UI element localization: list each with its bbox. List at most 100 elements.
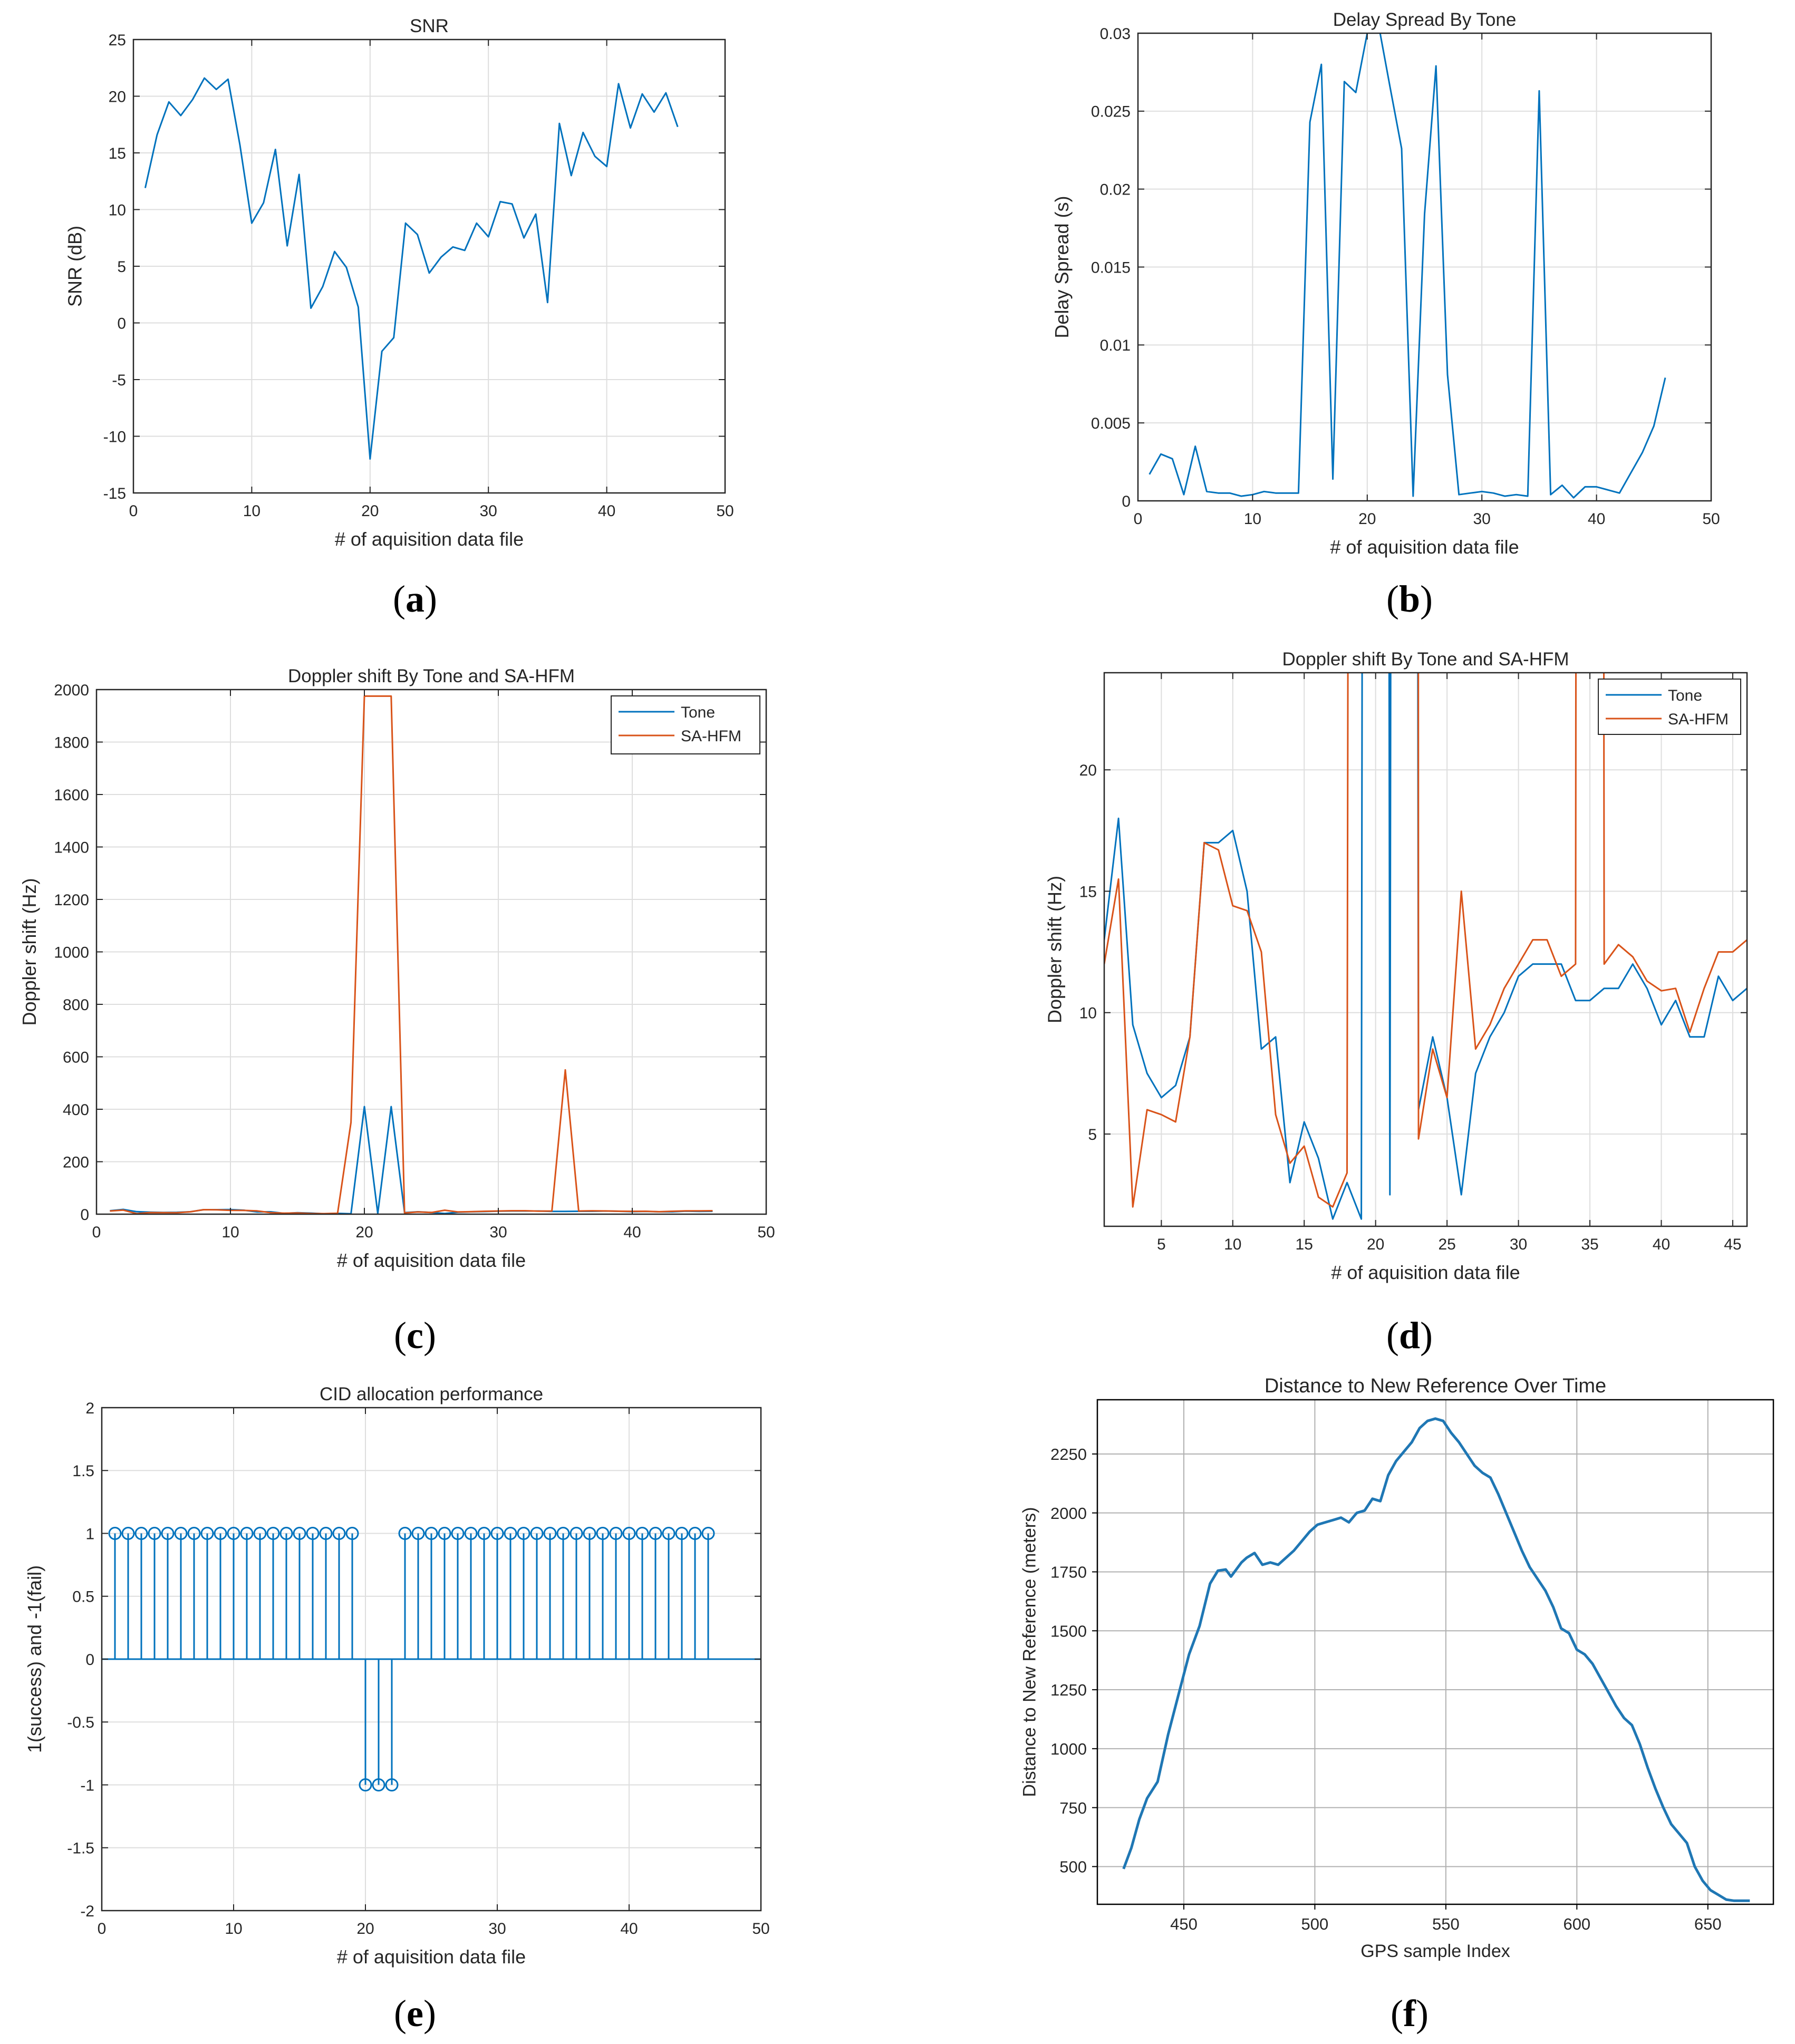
chart-b-delay-spread: 0 10 20 30 40 50 0 0.005 0.01 0.015 0.02 0.025 0.03 D… [1051, 9, 1720, 558]
panel-label-f: (f) [1391, 1992, 1429, 2035]
stem-marker [306, 1527, 320, 1540]
y-tick-label: 2 [85, 1400, 94, 1417]
x-tick-label: 10 [221, 1224, 239, 1241]
y-tick-label: 500 [1059, 1858, 1087, 1876]
panel-label-a-letter: a [406, 578, 424, 620]
stem-marker [596, 1527, 610, 1540]
x-tick-label: 0 [92, 1224, 101, 1241]
x-tick-label: 50 [716, 502, 734, 520]
y-tick-label: 600 [63, 1049, 89, 1066]
chart-f-distance: 450 500 550 600 650 500 750 1000 1250 1500 1750 200… [1020, 1375, 1774, 1961]
stem-marker [108, 1527, 122, 1540]
legend-label-sa-hfm: SA-HFM [681, 728, 741, 745]
y-axis-label: Distance to New Reference (meters) [1020, 1507, 1040, 1797]
legend: Tone SA-HFM [611, 695, 760, 754]
y-tick-label: 1000 [54, 944, 89, 961]
chart-e-cid-allocation: 0 10 20 30 40 50 -2 -1.5 -1 -0.5 0 0.5 1 1.5 2 CID allo… [24, 1384, 770, 1968]
stem-marker [319, 1527, 333, 1540]
stem-marker [622, 1527, 636, 1540]
x-tick-label: 35 [1581, 1236, 1598, 1253]
stem-marker [701, 1527, 715, 1540]
y-tick-label: 1600 [54, 787, 89, 804]
y-tick-label: 400 [63, 1101, 89, 1119]
y-tick-label: 1800 [54, 734, 89, 751]
x-axis-label: # of aquisition data file [337, 1946, 526, 1968]
stem-marker [688, 1527, 702, 1540]
stem-marker [556, 1527, 570, 1540]
stem-marker [200, 1527, 214, 1540]
y-tick-label: 1 [85, 1525, 94, 1543]
x-tick-label: 40 [598, 502, 615, 520]
x-tick-label: 20 [361, 502, 379, 520]
y-axis-label: Doppler shift (Hz) [1044, 876, 1065, 1023]
x-axis-label: # of aquisition data file [335, 528, 524, 550]
y-tick-label: 1000 [1050, 1740, 1087, 1758]
chart-title: CID allocation performance [320, 1384, 543, 1404]
y-tick-label: 0 [85, 1651, 94, 1669]
series-line-snr [144, 77, 679, 460]
panel-label-c: (c) [394, 1314, 436, 1357]
x-tick-label: 30 [480, 502, 497, 520]
stem-marker [161, 1527, 175, 1540]
panel-label-a: (a) [393, 578, 437, 620]
x-tick-label: 450 [1170, 1915, 1198, 1933]
stem-marker [490, 1527, 504, 1540]
series-line-tone [1104, 673, 1747, 1220]
x-tick-label: 20 [1358, 510, 1376, 528]
y-tick-label: 0.01 [1100, 337, 1131, 354]
stem-marker [121, 1527, 135, 1540]
stem-marker [253, 1527, 267, 1540]
stem-marker [266, 1527, 280, 1540]
x-tick-label: 10 [225, 1920, 242, 1938]
stem-marker [504, 1527, 517, 1540]
stem-marker [543, 1527, 557, 1540]
legend-label-tone: Tone [1668, 687, 1702, 704]
chart-f-plot-area [1122, 1417, 1750, 1902]
y-tick-label: 15 [109, 145, 126, 162]
y-tick-label: -15 [103, 485, 126, 502]
panel-label-d-letter: d [1399, 1314, 1420, 1357]
stem-marker [530, 1527, 544, 1540]
panel-label-b: (b) [1386, 578, 1433, 620]
stem-marker [398, 1527, 412, 1540]
y-tick-label: -10 [103, 428, 126, 445]
series-line-sa-hfm [110, 695, 713, 1214]
panel-label-d: (d) [1386, 1314, 1433, 1357]
stem-marker [609, 1527, 623, 1540]
stem-marker [279, 1527, 293, 1540]
chart-d-plot-area [1104, 673, 1747, 1220]
x-axis-label: # of aquisition data file [337, 1249, 526, 1271]
chart-title: Delay Spread By Tone [1333, 9, 1517, 30]
series-line-delay-spread [1149, 33, 1666, 499]
x-tick-label: 30 [488, 1920, 506, 1938]
stem-marker [464, 1527, 478, 1540]
panel-label-c-letter: c [407, 1314, 423, 1357]
stem-marker [187, 1527, 201, 1540]
axes-frame [1096, 1399, 1774, 1905]
x-tick-label: 10 [1244, 510, 1261, 528]
stem-marker [293, 1527, 306, 1540]
y-tick-label: 0.015 [1091, 259, 1131, 276]
stem-marker [675, 1527, 689, 1540]
x-tick-label: 30 [1510, 1236, 1527, 1253]
chart-d-doppler-zoom: 5 10 15 20 25 30 35 40 45 5 10 15 20 Doppler shift By… [1044, 649, 1748, 1283]
y-tick-label: 0 [80, 1206, 89, 1224]
y-tick-label: 0.005 [1091, 415, 1131, 432]
x-tick-label: 650 [1694, 1915, 1722, 1933]
legend: Tone SA-HFM [1598, 679, 1741, 735]
y-tick-label: 1500 [1050, 1622, 1087, 1640]
y-tick-label: 2000 [1050, 1504, 1087, 1523]
stem-marker [359, 1778, 372, 1791]
stem-marker [438, 1527, 451, 1540]
stem-marker [424, 1527, 438, 1540]
y-axis-label: 1(success) and -1(fail) [24, 1565, 45, 1753]
y-tick-label: -5 [112, 372, 126, 389]
stem-marker [411, 1527, 425, 1540]
x-tick-label: 550 [1432, 1915, 1460, 1933]
stem-marker [148, 1527, 161, 1540]
stem-marker [477, 1527, 491, 1540]
y-tick-label: 25 [109, 32, 126, 49]
stem-marker [214, 1527, 227, 1540]
stem-marker [345, 1527, 359, 1540]
x-tick-label: 50 [757, 1224, 775, 1241]
